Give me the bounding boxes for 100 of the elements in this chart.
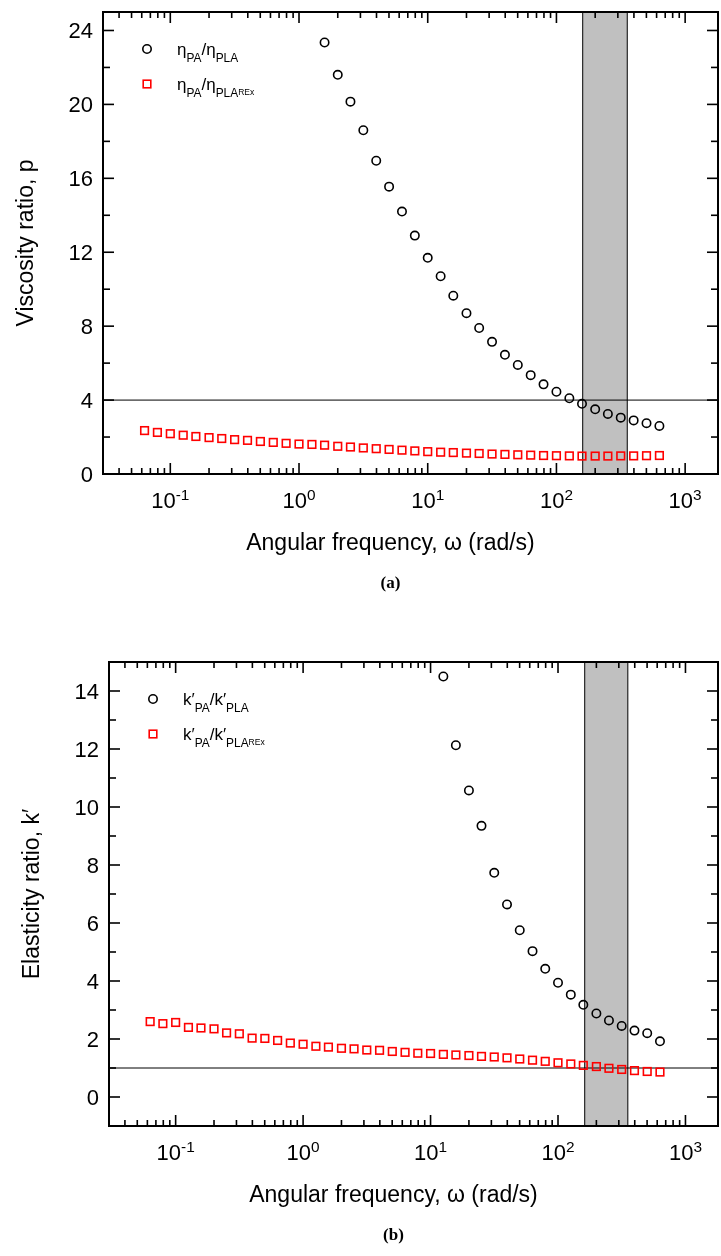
point: [371, 444, 381, 454]
point: [474, 448, 484, 459]
point: [461, 448, 472, 458]
point: [464, 1050, 474, 1061]
point: [629, 451, 639, 461]
y-tick-label: 12: [74, 736, 99, 762]
x-tick-label: 10$^{3}$: [668, 1137, 702, 1165]
legend-label: η$_{PA}$/η$_{PLA}$: [177, 39, 239, 65]
point: [617, 1064, 627, 1075]
point: [158, 1019, 168, 1029]
legend-label: k′$_{PA}$/k′$_{PLA}$: [183, 689, 249, 715]
point: [654, 450, 665, 461]
point: [260, 1033, 270, 1044]
point: [139, 425, 150, 436]
point: [423, 447, 433, 457]
y-tick-label: 8: [86, 852, 99, 878]
point: [438, 1049, 448, 1059]
point: [268, 437, 278, 447]
x-tick-label: 10$^{1}$: [411, 485, 445, 513]
x-tick-label: 10$^{2}$: [539, 485, 573, 513]
point: [410, 446, 420, 456]
point: [307, 439, 317, 450]
y-tick-label: 20: [68, 92, 93, 118]
point: [538, 450, 549, 461]
point: [603, 451, 613, 461]
point: [577, 451, 587, 461]
point: [502, 1053, 512, 1063]
x-tick-label: 10$^{-1}$: [151, 485, 190, 513]
text: (a): [380, 573, 401, 592]
point: [553, 1058, 563, 1068]
point: [397, 445, 407, 455]
point: [230, 435, 240, 445]
point: [489, 1052, 499, 1062]
y-tick-label: 6: [86, 910, 99, 936]
point: [178, 430, 188, 440]
point: [242, 435, 253, 445]
x-tick-label: 10$^{0}$: [286, 1137, 320, 1165]
point: [540, 1056, 550, 1066]
point: [336, 1043, 347, 1053]
y-tick-label: 16: [68, 166, 93, 192]
point: [374, 1045, 385, 1055]
y-tick-label: 12: [68, 239, 93, 265]
point: [273, 1035, 283, 1046]
point: [564, 451, 574, 461]
point: [204, 432, 214, 443]
point: [165, 429, 175, 439]
point: [425, 1048, 436, 1059]
point: [487, 449, 497, 459]
point: [591, 1061, 601, 1072]
point: [247, 1033, 257, 1043]
point: [448, 447, 458, 458]
point: [345, 442, 356, 452]
point: [171, 1017, 181, 1028]
y-tick-label: 14: [74, 678, 99, 704]
point: [234, 1029, 244, 1039]
point: [319, 440, 330, 450]
point: [152, 427, 163, 438]
y-tick-label: 4: [86, 968, 99, 994]
y-tick-label: 8: [80, 313, 93, 339]
point: [566, 1059, 576, 1069]
point: [362, 1045, 372, 1055]
x-tick-label: 10$^{-1}$: [156, 1137, 195, 1165]
point: [513, 450, 523, 460]
point: [349, 1044, 359, 1054]
y-tick-label: 2: [86, 1026, 99, 1052]
point: [281, 438, 291, 448]
point: [358, 443, 368, 453]
point: [145, 1017, 155, 1027]
point: [217, 433, 227, 444]
point: [400, 1047, 410, 1057]
point: [323, 1042, 334, 1052]
point: [527, 1055, 538, 1065]
point: [191, 431, 201, 442]
y-tick-label: 10: [74, 794, 99, 820]
point: [209, 1024, 219, 1034]
point: [629, 1066, 640, 1076]
point: [384, 444, 394, 455]
point: [451, 1050, 461, 1060]
point: [655, 1067, 665, 1077]
y-tick-label: 0: [80, 461, 93, 487]
point: [255, 436, 265, 447]
point: [526, 450, 536, 460]
point: [221, 1028, 232, 1038]
y-tick-label: 24: [68, 18, 93, 44]
point: [387, 1046, 397, 1057]
point: [590, 451, 600, 461]
y-tick-label: 4: [80, 387, 93, 413]
point: [285, 1038, 295, 1048]
point: [578, 1060, 588, 1070]
point: [436, 447, 446, 457]
x-tick-label: 10$^{3}$: [668, 485, 702, 513]
point: [476, 1051, 487, 1061]
x-tick-label: 10$^{2}$: [541, 1137, 575, 1165]
point: [183, 1022, 194, 1032]
point: [642, 1066, 652, 1077]
point: [641, 451, 652, 461]
x-axis-title: Angular frequency, ω (rad/s): [249, 1181, 538, 1207]
y-tick-label: 0: [86, 1084, 99, 1110]
x-tick-label: 10$^{0}$: [282, 485, 316, 513]
point: [616, 451, 626, 461]
